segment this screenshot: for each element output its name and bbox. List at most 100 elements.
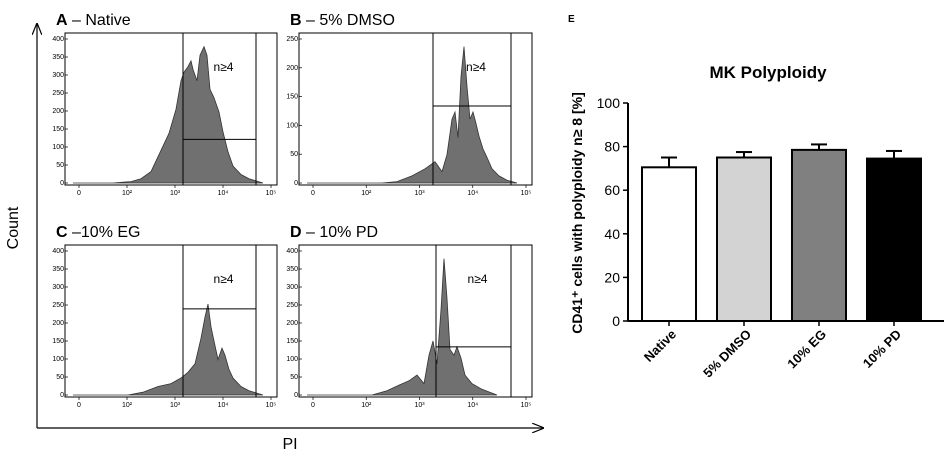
y-tick-label: 150 [286,94,298,101]
bar-3 [791,148,847,322]
x-tick-label: 5% DMSO [700,327,754,381]
y-tick-label: 250 [52,90,64,97]
x-tick-label: Native [641,327,679,365]
y-tick-label: 80 [604,139,620,155]
x-tick-label: 10⁴ [218,190,229,197]
panel-title-a: A – Native [56,12,131,29]
y-tick-label: 300 [52,284,64,291]
x-tick-label: 10⁴ [467,190,478,197]
x-tick-label: 10⁵ [521,190,532,197]
y-tick-label: 50 [290,374,298,381]
x-tick-label: 10² [361,402,372,409]
y-axis-label: CD41⁺ cells with polyploidy n≥ 8 [%] [569,92,585,333]
y-tick-label: 40 [604,226,620,242]
pi-axis-label: PI [282,436,297,453]
y-tick-label: 300 [52,72,64,79]
x-tick-label: 10⁵ [266,402,277,409]
histogram-trace [73,45,264,184]
x-tick-label: 10² [122,190,133,197]
panel-letter: B [290,12,302,29]
x-tick-label: 10³ [170,190,181,197]
x-tick-label: 10³ [170,402,181,409]
y-tick-label: 50 [290,151,298,158]
chart-title: MK Polyploidy [709,63,827,82]
y-tick-label: 100 [52,356,64,363]
histogram-trace [307,46,518,184]
panel-letter: C [56,224,68,241]
panel-condition: – Native [68,12,131,29]
x-tick-label: 10³ [414,402,425,409]
panel-letter: A [56,12,68,29]
y-tick-label: 50 [56,374,64,381]
y-tick-label: 100 [52,144,64,151]
y-tick-label: 200 [52,320,64,327]
x-tick-label: 10% EG [784,327,829,372]
histogram-panel-c: C –10% EG n≥4 0 50 100 150 200 250 300 350 400 0 10²… [52,224,278,409]
panel-condition: – 10% PD [302,224,378,241]
y-tick-label: 0 [60,392,64,399]
count-axis-label: Count [5,206,22,249]
x-tick-label: 10⁵ [521,402,532,409]
y-tick-label: 400 [52,36,64,43]
panel-condition: –10% EG [68,224,141,241]
y-tick-label: 200 [286,65,298,72]
gate-label: n≥4 [466,60,486,74]
y-tick-label: 150 [286,338,298,345]
y-tick-label: 400 [52,248,64,255]
panel-title-c: C –10% EG [56,224,141,241]
histogram-panel-b: B – 5% DMSO n≥4 0 50 100 150 200 250 0 10² 10³ 10⁴ 1… [286,12,533,197]
y-tick-label: 200 [286,320,298,327]
y-tick-label: 0 [612,313,620,329]
panel-title-b: B – 5% DMSO [290,12,395,29]
y-tick-label: 250 [52,302,64,309]
panel-title-d: D – 10% PD [290,224,378,241]
x-tick-label: 10² [361,190,372,197]
panel-letter: D [290,224,302,241]
y-tick-label: 50 [56,162,64,169]
y-tick-label: 400 [286,248,298,255]
histogram-trace [73,304,264,396]
x-tick-label: 0 [77,190,81,197]
y-tick-label: 100 [597,95,621,111]
panel-condition: – 5% DMSO [302,12,395,29]
bar-1 [641,166,697,322]
histogram-panel-a: A – Native n≥4 0 50 100 150 200 250 300 350 400 0 10… [52,12,278,197]
y-tick-label: 300 [286,284,298,291]
x-tick-label: 10% PD [860,327,904,371]
y-tick-label: 350 [52,54,64,61]
x-tick-label: 0 [311,402,315,409]
bar-4 [866,157,922,322]
histogram-panel-d: D – 10% PD n≥4 0 50 100 150 200 250 300 350 400 0 10… [286,224,533,409]
gate-label: n≥4 [214,272,234,286]
histogram-frame [298,32,533,186]
x-tick-label: 10⁴ [467,402,478,409]
y-tick-label: 60 [604,182,620,198]
y-tick-label: 0 [60,180,64,187]
y-tick-label: 250 [286,36,298,43]
histogram-trace [307,258,498,396]
y-tick-label: 150 [52,338,64,345]
bar-plot-area: 0 20 40 60 80 100 Native 5% DMSO 10% EG 10% PD [597,95,944,381]
bar-2 [716,156,772,322]
y-tick-label: 350 [286,266,298,273]
gate-label: n≥4 [214,60,234,74]
y-tick-label: 150 [52,126,64,133]
x-tick-label: 10⁴ [218,402,229,409]
x-tick-label: 10² [122,402,133,409]
panel-letter-e: E [568,14,575,25]
y-tick-label: 0 [294,180,298,187]
gate-label: n≥4 [468,272,488,286]
bar-chart-panel-e: E MK Polyploidy CD41⁺ cells with polyplo… [568,14,944,381]
x-tick-label: 0 [77,402,81,409]
y-tick-label: 20 [604,269,620,285]
y-tick-label: 250 [286,302,298,309]
y-tick-label: 100 [286,356,298,363]
x-tick-label: 10³ [414,190,425,197]
histogram-frame [298,244,533,398]
y-tick-label: 200 [52,108,64,115]
y-tick-label: 100 [286,122,298,129]
x-tick-label: 10⁵ [266,190,277,197]
y-tick-label: 0 [294,392,298,399]
x-tick-label: 0 [311,190,315,197]
